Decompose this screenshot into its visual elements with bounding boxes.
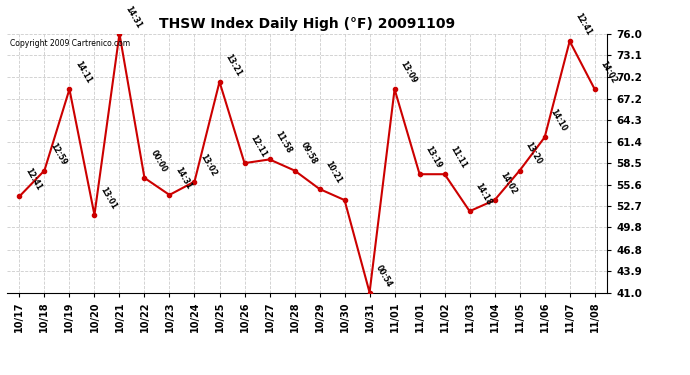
Text: 00:00: 00:00	[148, 148, 168, 174]
Text: 14:11: 14:11	[74, 60, 93, 85]
Text: 14:18: 14:18	[474, 182, 494, 207]
Text: 14:31: 14:31	[174, 165, 193, 191]
Text: 14:31: 14:31	[124, 4, 144, 30]
Text: 13:02: 13:02	[199, 152, 219, 177]
Text: 12:59: 12:59	[48, 141, 68, 166]
Text: 13:19: 13:19	[424, 145, 444, 170]
Text: 13:01: 13:01	[99, 185, 119, 211]
Text: 13:20: 13:20	[524, 141, 544, 166]
Text: 12:11: 12:11	[248, 134, 268, 159]
Text: 11:11: 11:11	[448, 145, 469, 170]
Text: 11:58: 11:58	[274, 130, 293, 155]
Text: 14:02: 14:02	[499, 171, 519, 196]
Text: 12:41: 12:41	[574, 12, 593, 37]
Title: THSW Index Daily High (°F) 20091109: THSW Index Daily High (°F) 20091109	[159, 17, 455, 31]
Text: 14:10: 14:10	[549, 108, 569, 133]
Text: 00:54: 00:54	[374, 263, 393, 288]
Text: 13:09: 13:09	[399, 60, 419, 85]
Text: Copyright 2009 Cartrenico.com: Copyright 2009 Cartrenico.com	[10, 39, 130, 48]
Text: 10:21: 10:21	[324, 159, 344, 185]
Text: 12:41: 12:41	[23, 167, 43, 192]
Text: 14:02: 14:02	[599, 60, 619, 85]
Text: 09:58: 09:58	[299, 141, 319, 166]
Text: 13:21: 13:21	[224, 52, 244, 78]
